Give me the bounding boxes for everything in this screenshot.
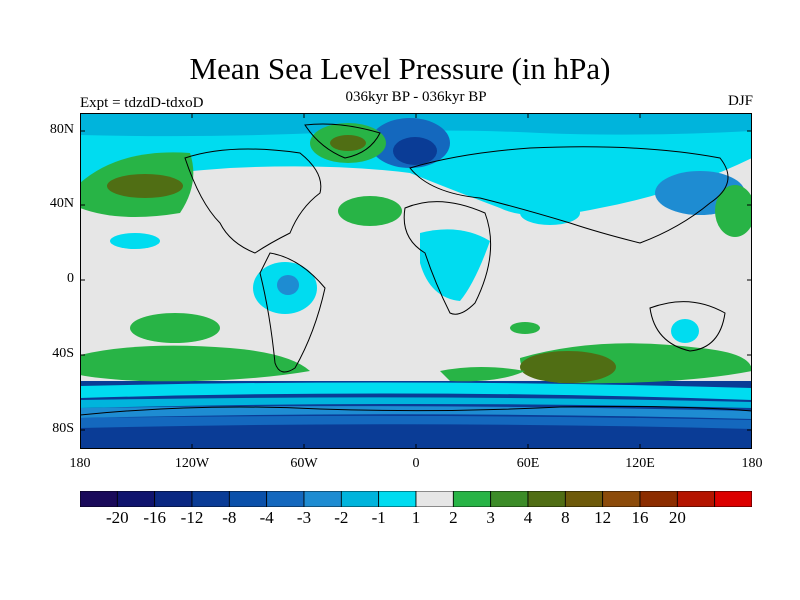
field-cyan-africa [420,229,490,301]
colorbar-label: -1 [371,508,386,527]
field-olive-north-pacific [107,174,183,198]
field-darkblue-greenland [393,137,437,165]
field-band-cyan-south [80,382,752,400]
coastline-antarctica [80,406,752,416]
colorbar-label: 4 [523,508,533,527]
colorbar-swatch [452,491,492,507]
longitude-tick-label: 180 [69,456,91,471]
field-cyan-arabia [520,201,580,225]
colorbar-swatch [415,491,454,507]
colorbar-label: 3 [486,508,495,527]
colorbar-label: -4 [259,508,274,527]
colorbar-label: 20 [668,508,686,527]
colorbar-swatch [116,491,156,507]
field-band-mid-south [80,415,752,429]
field-green-south-pacific [80,345,310,382]
colorbar-label: -2 [334,508,349,527]
colorbar-swatch [154,491,193,507]
colorbar-label: 12 [594,508,612,527]
colorbar-swatch [378,491,417,507]
field-green-madagascar [510,322,540,334]
colorbar-label: -3 [296,508,312,527]
colorbar-swatch [228,491,268,507]
colorbar-swatch [639,491,678,507]
longitude-tick-label: 0 [412,456,420,471]
latitude-tick-label: 40N [49,196,74,211]
experiment-label: Expt = tdzdD-tdxoD [80,95,204,111]
colorbar-swatch [564,491,604,507]
coastline-greenland [304,123,381,159]
coastline-south-america [259,252,326,373]
longitude-tick-label: 120E [625,456,655,471]
longitude-tick-label: 120W [174,456,210,471]
colorbar-label: -16 [143,508,166,527]
colorbar-label: 8 [561,508,570,527]
latitude-tick-label: 40S [52,346,74,361]
colorbar-swatch [714,491,752,507]
field-band-blue-south [80,406,752,419]
colorbar-label: -12 [180,508,204,527]
field-olive-north-atlantic [330,135,366,151]
longitude-tick-label: 180 [741,456,763,471]
colorbar-swatch [80,491,118,507]
field-band-lightblue-south [80,397,752,408]
colorbar-swatch [527,491,566,507]
colorbar-swatch [340,491,380,507]
field-green-west-pacific [715,185,752,237]
map-panel [80,113,752,449]
longitude-tick-label: 60W [290,456,318,471]
coastline-africa [403,201,492,315]
field-cyan-australia [671,319,699,343]
season-label: DJF [727,93,753,109]
field-blue-south-america [277,275,299,295]
coastline-north-america [184,148,322,254]
coastline-australia [649,301,726,352]
map-tick-marks [80,113,752,449]
longitude-tick-label: 60E [516,456,540,471]
colorbar-swatch [676,491,716,507]
colorbar-swatch [602,491,641,507]
subtitle: 036kyr BP - 036kyr BP [345,89,487,105]
colorbar-swatch [490,491,529,507]
colorbar-label: 2 [449,508,458,527]
coastline-eurasia [409,146,729,244]
colorbar-label: 1 [411,508,421,527]
coastlines [80,123,752,416]
latitude-tick-label: 80N [49,122,74,137]
colorbar-swatch [191,491,230,507]
latitude-tick-label: 0 [67,271,74,286]
page-title: Mean Sea Level Pressure (in hPa) [189,51,611,86]
colorbar [80,491,752,507]
latitude-tick-label: 80S [52,421,74,436]
field-green-subtropical-atlantic [338,196,402,226]
colorbar-swatch [303,491,342,507]
colorbar-swatch [266,491,305,507]
colorbar-label: -8 [222,508,237,527]
colorbar-label: -20 [105,508,129,527]
field-green-south-pacific-2 [130,313,220,343]
field-olive-south-indian [520,351,616,383]
field-cyan-east-pacific [110,233,160,249]
colorbar-label: 16 [631,508,649,527]
field-green-south-atlantic [440,367,525,382]
